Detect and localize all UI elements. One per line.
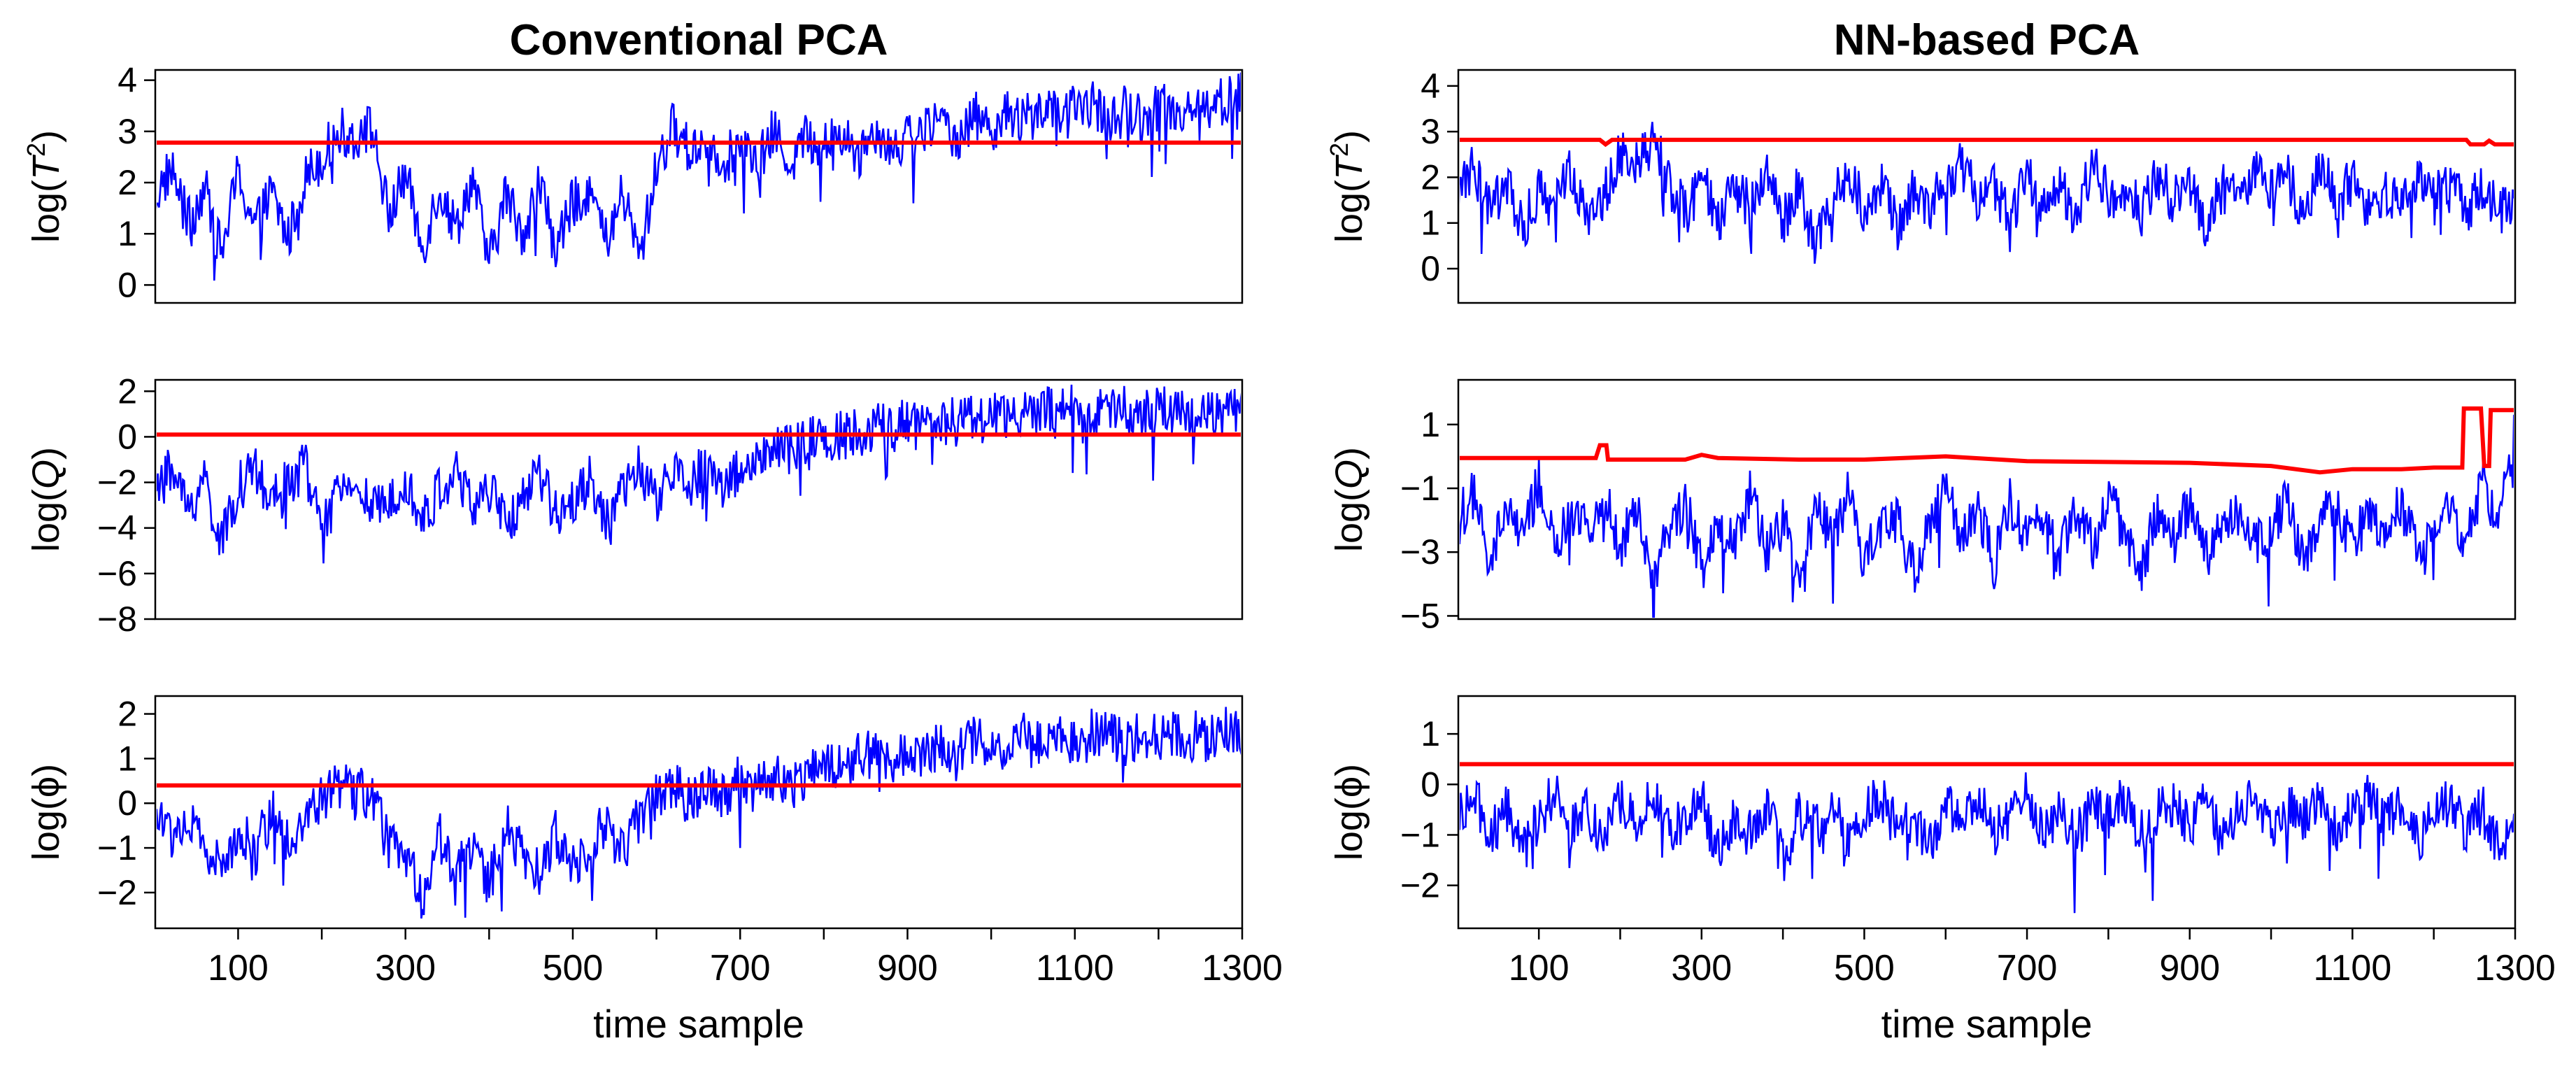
y-axis-label-variable: Q bbox=[25, 460, 67, 489]
y-axis-label-suffix: ) bbox=[1328, 764, 1370, 776]
y-tick-label: 2 bbox=[118, 695, 137, 734]
x-tick-label: 500 bbox=[1834, 948, 1895, 988]
panel-frame bbox=[1457, 695, 2517, 930]
y-tick-label: 0 bbox=[1421, 249, 1440, 288]
y-tick-label: 1 bbox=[1421, 204, 1440, 243]
y-axis-label-prefix: log( bbox=[25, 180, 67, 243]
y-axis-label: log(Q) bbox=[25, 447, 67, 552]
y-tick-label: 2 bbox=[118, 163, 137, 202]
panel-2: −8 −6 −4 −2 0 2 log(Q) bbox=[25, 371, 1244, 639]
y-tick-label: −2 bbox=[97, 873, 137, 912]
x-tick-label: 500 bbox=[543, 948, 604, 988]
y-tick-label: −5 bbox=[1400, 596, 1440, 635]
y-tick-label: 0 bbox=[118, 265, 137, 304]
y-axis-label-variable: T bbox=[25, 154, 67, 180]
y-axis-label: log(ϕ) bbox=[1328, 764, 1370, 860]
y-tick-label: 2 bbox=[1421, 157, 1440, 197]
y-axis-label: log(T2) bbox=[1325, 130, 1371, 243]
panel-frame bbox=[1457, 69, 2517, 304]
x-axis-label: time sample bbox=[1881, 1002, 2093, 1046]
y-tick-label: 1 bbox=[118, 739, 137, 778]
y-axis-label-variable: Q bbox=[1328, 460, 1370, 489]
x-tick-label: 100 bbox=[208, 948, 269, 988]
y-tick-label: −1 bbox=[1400, 469, 1440, 508]
y-axis-label-suffix: ) bbox=[1328, 130, 1370, 143]
y-axis-label: log(Q) bbox=[1328, 447, 1370, 552]
y-tick-label: −1 bbox=[97, 828, 137, 867]
panel-6: −2 −1 0 1 log(ϕ) 100 300 500 700 900 1100 1300 time … bbox=[1328, 695, 2556, 1046]
y-tick-label: 1 bbox=[1421, 405, 1440, 444]
series-statistic-line bbox=[1460, 772, 2514, 914]
y-axis-label-suffix: ) bbox=[25, 447, 67, 460]
panel-frame bbox=[154, 378, 1244, 620]
y-tick-label: −3 bbox=[1400, 532, 1440, 572]
y-tick-label: 1 bbox=[1421, 714, 1440, 753]
y-axis-label: log(T2) bbox=[22, 130, 68, 243]
panel-frame bbox=[1457, 378, 2517, 620]
y-axis-label-prefix: log( bbox=[25, 797, 67, 860]
panel-title: Conventional PCA bbox=[510, 16, 888, 64]
y-tick-label: 0 bbox=[1421, 765, 1440, 804]
y-axis-label-superscript: 2 bbox=[22, 143, 50, 157]
y-axis-label-variable: T bbox=[1328, 154, 1370, 180]
x-tick-label: 1300 bbox=[1202, 948, 1283, 988]
panel-frame bbox=[154, 69, 1244, 304]
figure-layer: Conventional PCA01234log(T2)−8−6−4−202lo… bbox=[22, 16, 2556, 1046]
y-tick-label: −2 bbox=[97, 463, 137, 502]
y-axis-label: log(ϕ) bbox=[25, 764, 67, 860]
y-tick-label: 2 bbox=[118, 371, 137, 411]
y-tick-label: 4 bbox=[1421, 66, 1440, 106]
y-tick-label: −4 bbox=[97, 509, 137, 548]
y-axis-label-suffix: ) bbox=[1328, 447, 1370, 460]
control-limit-line bbox=[1460, 406, 2514, 475]
x-tick-label: 900 bbox=[2159, 948, 2220, 988]
y-tick-label: −8 bbox=[97, 600, 137, 639]
y-tick-label: 3 bbox=[118, 112, 137, 151]
series-statistic-line bbox=[1460, 122, 2514, 264]
y-tick-label: −2 bbox=[1400, 866, 1440, 905]
x-tick-label: 1100 bbox=[1036, 948, 1114, 988]
panel-5: −5 −3 −1 1 log(Q) bbox=[1328, 378, 2517, 635]
x-tick-label: 1300 bbox=[2475, 948, 2556, 988]
x-tick-label: 1100 bbox=[2313, 948, 2391, 988]
control-limit-line bbox=[1460, 137, 2514, 148]
panel-frame bbox=[154, 695, 1244, 930]
panel-title: NN-based PCA bbox=[1834, 16, 2140, 64]
series-statistic-line bbox=[1460, 414, 2514, 618]
y-axis-label-variable: ϕ bbox=[1328, 776, 1370, 797]
y-tick-label: −6 bbox=[97, 554, 137, 593]
series-statistic-line bbox=[157, 707, 1241, 919]
x-tick-label: 700 bbox=[710, 948, 771, 988]
x-axis-label: time sample bbox=[593, 1002, 804, 1046]
y-axis-label-prefix: log( bbox=[25, 489, 67, 552]
y-axis-label-suffix: ) bbox=[25, 764, 67, 776]
x-tick-label: 100 bbox=[1509, 948, 1570, 988]
series-statistic-line bbox=[157, 384, 1241, 564]
y-axis-label-prefix: log( bbox=[1328, 180, 1370, 243]
x-tick-label: 700 bbox=[1997, 948, 2058, 988]
y-tick-label: 0 bbox=[118, 417, 137, 456]
y-tick-label: −1 bbox=[1400, 815, 1440, 854]
panel-3: −2 −1 0 1 2 log(ϕ) 100 300 500 700 900 1100 1300 time… bbox=[25, 695, 1283, 1046]
y-tick-label: 1 bbox=[118, 214, 137, 253]
y-axis-label-prefix: log( bbox=[1328, 797, 1370, 860]
y-tick-label: 3 bbox=[1421, 112, 1440, 151]
y-tick-label: 0 bbox=[118, 783, 137, 823]
x-tick-label: 300 bbox=[375, 948, 436, 988]
y-axis-label-superscript: 2 bbox=[1325, 143, 1353, 157]
y-axis-label-suffix: ) bbox=[25, 130, 67, 143]
y-axis-label-prefix: log( bbox=[1328, 489, 1370, 552]
series-statistic-line bbox=[157, 72, 1241, 281]
x-tick-label: 300 bbox=[1671, 948, 1732, 988]
y-tick-label: 4 bbox=[118, 61, 137, 100]
x-tick-label: 900 bbox=[877, 948, 938, 988]
y-axis-label-variable: ϕ bbox=[25, 776, 67, 797]
